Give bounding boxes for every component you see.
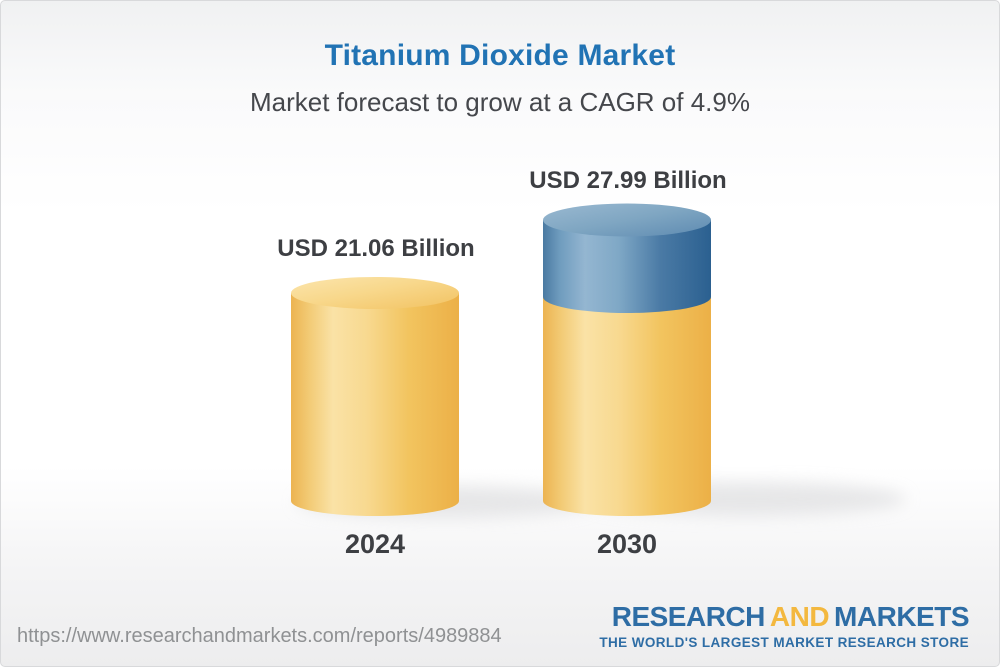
value-label-2030: USD 27.99 Billion xyxy=(529,167,727,194)
report-url: https://www.researchandmarkets.com/repor… xyxy=(17,625,502,647)
value-label-2024: USD 21.06 Billion xyxy=(277,235,475,262)
chart-subtitle: Market forecast to grow at a CAGR of 4.9… xyxy=(250,87,750,117)
category-label-2030: 2030 xyxy=(596,529,658,559)
category-label-2024: 2024 xyxy=(344,529,406,559)
logo-word-markets: MARKETS xyxy=(834,601,969,632)
logo-wordmark: RESEARCH AND MARKETS xyxy=(599,601,970,633)
logo-tagline: THE WORLD'S LARGEST MARKET RESEARCH STOR… xyxy=(599,634,969,650)
chart-title: Titanium Dioxide Market xyxy=(324,39,676,72)
logo-word-and: AND xyxy=(769,601,830,632)
research-and-markets-logo: RESEARCH AND MARKETS THE WORLD'S LARGEST M… xyxy=(599,601,970,650)
bar-2030-cylinder xyxy=(543,203,711,516)
bar-2024-cylinder xyxy=(291,277,459,516)
logo-word-research: RESEARCH xyxy=(611,601,766,632)
